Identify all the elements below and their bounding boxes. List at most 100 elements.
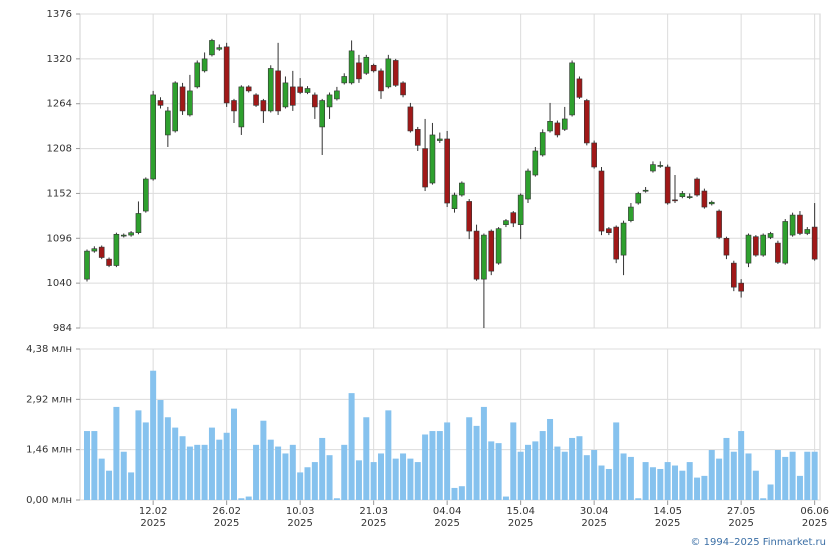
- volume-bar: [150, 370, 157, 500]
- candle-body: [797, 214, 803, 234]
- volume-bar: [495, 443, 502, 500]
- candle-body: [326, 94, 333, 108]
- candle-body: [378, 70, 384, 92]
- candle-body: [782, 221, 789, 264]
- candle-body: [319, 100, 326, 128]
- volume-bar: [444, 422, 451, 500]
- candle-body: [282, 82, 289, 108]
- volume-bar: [304, 467, 311, 500]
- candle-body: [532, 150, 539, 176]
- candle-body: [238, 86, 245, 128]
- candle-body: [745, 234, 752, 264]
- copyright: © 1994–2025 Finmarket.ru: [690, 537, 826, 548]
- x-tick-label: 14.05 2025: [653, 506, 682, 529]
- candle-body: [525, 170, 531, 200]
- volume-bar: [253, 444, 260, 500]
- candle-body: [473, 230, 480, 280]
- candle-body: [231, 100, 237, 112]
- candle-body: [650, 164, 656, 172]
- candle-body: [216, 47, 223, 50]
- candle-body: [201, 58, 208, 72]
- volume-bar: [760, 498, 767, 500]
- candle-body: [701, 190, 708, 208]
- volume-bar: [723, 437, 730, 500]
- volume-bar: [436, 431, 443, 500]
- candle-body: [459, 182, 465, 196]
- candle-body: [444, 138, 450, 204]
- y-tick-label: 1320: [47, 54, 72, 65]
- volume-bar: [627, 456, 634, 500]
- y-tick-label: 1152: [47, 188, 72, 199]
- candle-body: [120, 234, 127, 237]
- candle-body: [91, 248, 98, 252]
- candle-body: [209, 40, 215, 56]
- x-tick-label: 15.04 2025: [506, 506, 535, 529]
- volume-bar: [576, 436, 583, 500]
- x-tick-label: 26.02 2025: [212, 506, 241, 529]
- volume-bar: [164, 417, 171, 500]
- volume-bar: [635, 498, 642, 500]
- volume-bar: [216, 439, 223, 500]
- volume-bar: [532, 441, 539, 500]
- candle-body: [481, 234, 487, 280]
- volume-bar: [539, 431, 546, 500]
- candle-body: [789, 214, 796, 236]
- volume-bar: [517, 451, 524, 500]
- x-tick-label: 27.05 2025: [727, 506, 756, 529]
- volume-bar: [752, 470, 759, 500]
- candle-body: [466, 201, 473, 232]
- candle-body: [642, 189, 649, 192]
- candle-body: [400, 82, 406, 96]
- volume-bar: [649, 467, 656, 500]
- volume-bar: [201, 444, 208, 500]
- candle-body: [606, 228, 612, 233]
- candle-body: [657, 165, 664, 167]
- volume-bar: [341, 444, 348, 500]
- candle-body: [414, 129, 421, 146]
- volume-bar: [355, 460, 362, 500]
- volume-bar: [378, 453, 384, 500]
- volume-bar: [400, 453, 407, 500]
- volume-bar: [554, 446, 561, 500]
- y-tick-label: 1096: [47, 233, 72, 244]
- candle-body: [363, 56, 370, 74]
- volume-bar: [451, 487, 458, 500]
- candle-body: [385, 58, 392, 88]
- volume-bar: [657, 468, 664, 500]
- y-tick-label: 1040: [47, 278, 72, 289]
- volume-bar: [260, 420, 267, 500]
- candle-body: [635, 193, 642, 204]
- volume-bar: [297, 472, 304, 500]
- candle-body: [436, 138, 443, 141]
- candle-body: [392, 60, 399, 86]
- candle-body: [561, 118, 568, 130]
- candle-body: [348, 50, 355, 84]
- volume-bar: [569, 437, 576, 500]
- candle-body: [583, 100, 590, 144]
- candle-body: [547, 121, 553, 132]
- x-tick-label: 30.04 2025: [580, 506, 609, 529]
- volume-bar: [363, 417, 370, 500]
- candle-body: [334, 90, 340, 100]
- volume-bar: [223, 432, 230, 500]
- volume-bar: [414, 462, 421, 500]
- candle-body: [253, 94, 259, 106]
- volume-bar: [422, 434, 429, 500]
- volume-bar: [208, 427, 215, 500]
- candle-body: [275, 70, 281, 112]
- candle-body: [576, 78, 583, 98]
- volume-bar: [407, 458, 414, 500]
- candle-body: [503, 220, 509, 225]
- volume-bar: [583, 455, 590, 500]
- candle-body: [370, 64, 377, 72]
- candle-body: [598, 170, 605, 232]
- candle-body: [694, 178, 700, 196]
- candle-body: [106, 258, 112, 266]
- candle-body: [679, 193, 686, 197]
- x-tick-label: 21.03 2025: [359, 506, 388, 529]
- volume-bar: [120, 451, 127, 500]
- candle-body: [128, 232, 134, 236]
- candle-body: [628, 206, 634, 221]
- y-tick-label: 1208: [47, 144, 72, 155]
